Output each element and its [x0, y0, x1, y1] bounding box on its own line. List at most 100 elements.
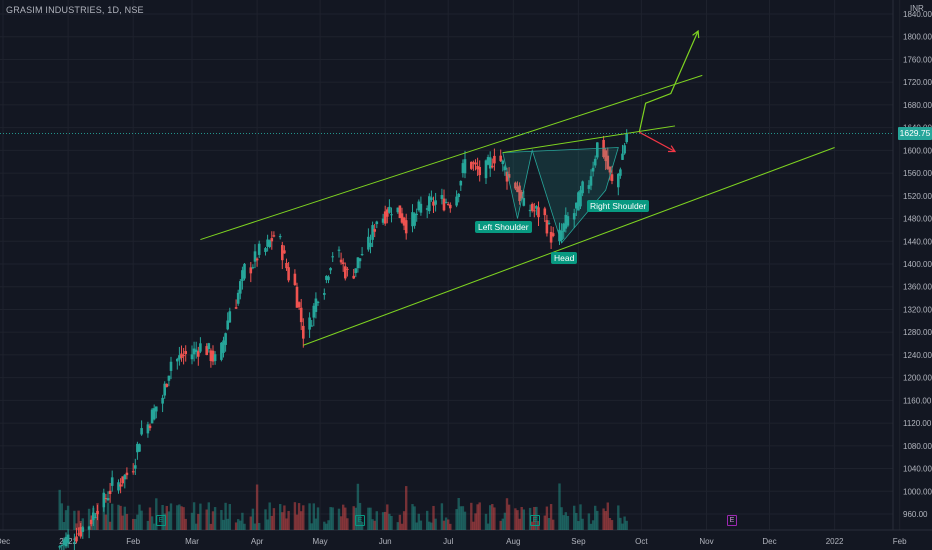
candle-body — [207, 343, 211, 350]
bullish-projection-line — [638, 30, 699, 133]
volume-bar — [136, 514, 139, 530]
candle-body — [131, 471, 135, 473]
candle-body — [533, 210, 536, 212]
candle-body — [220, 342, 223, 360]
volume-bar — [293, 502, 297, 530]
candle-body — [178, 355, 181, 360]
candle-body — [432, 201, 435, 206]
volume-bar — [287, 510, 290, 530]
candle-body — [400, 213, 404, 223]
volume-bar — [316, 507, 320, 530]
candle-body — [136, 443, 139, 453]
volume-bar — [104, 514, 108, 530]
symbol-title[interactable]: GRASIM INDUSTRIES, 1D, NSE — [6, 5, 144, 15]
volume-bar — [226, 518, 229, 530]
candle-body — [344, 266, 347, 279]
volume-bar — [558, 483, 561, 530]
candle-body — [413, 213, 416, 226]
time-tick-label: Aug — [506, 537, 520, 546]
upcoming-event-icon[interactable]: E — [727, 515, 737, 526]
candle-body — [281, 245, 284, 261]
volume-bar — [428, 521, 431, 530]
volume-bar — [552, 519, 555, 530]
volume-bar — [308, 503, 311, 530]
candle-body — [241, 270, 244, 282]
volume-bar — [373, 520, 376, 530]
candle-body — [360, 254, 364, 256]
candle-body — [388, 206, 391, 213]
candle-body — [79, 527, 82, 537]
candle-body — [180, 353, 183, 358]
volume-bar — [455, 509, 458, 530]
volume-bar — [522, 509, 525, 530]
price-tick-label: 1200.00 — [903, 374, 932, 383]
volume-bar — [352, 506, 355, 530]
candle-body — [234, 307, 238, 309]
volume-bar — [444, 517, 448, 530]
candle-body — [211, 350, 215, 362]
price-tick-label: 1760.00 — [903, 55, 932, 64]
volume-bar — [285, 518, 288, 530]
volume-bar — [272, 508, 276, 530]
candle-body — [589, 176, 593, 186]
volume-bar — [102, 504, 105, 530]
volume-bar — [463, 511, 467, 530]
time-tick-label: 2022 — [826, 537, 844, 546]
candle-body — [236, 292, 240, 304]
candle-body — [140, 428, 143, 435]
earnings-event-icon[interactable]: E — [530, 515, 540, 526]
candle-body — [507, 174, 511, 178]
volume-bar — [562, 515, 565, 530]
time-tick-label: May — [313, 537, 328, 546]
volume-bar — [518, 518, 521, 530]
candle-body — [110, 477, 114, 486]
candle-body — [610, 174, 614, 181]
volume-bar — [224, 502, 227, 530]
price-tick-label: 1480.00 — [903, 215, 932, 224]
candle-body — [255, 258, 259, 261]
volume-bar — [411, 504, 414, 530]
candle-body — [106, 498, 110, 501]
candle-body — [543, 208, 547, 216]
channel-lower-line — [303, 147, 835, 346]
price-tick-label: 1360.00 — [903, 283, 932, 292]
volume-bar — [575, 512, 578, 530]
bearish-projection-line — [639, 131, 676, 153]
candle-body — [505, 171, 509, 182]
candle-body — [419, 203, 423, 213]
candle-body — [446, 204, 450, 206]
candle-body — [102, 492, 106, 508]
earnings-event-icon[interactable]: E — [156, 515, 166, 526]
candle-body — [73, 542, 76, 544]
candle-body — [484, 160, 488, 179]
candle-body — [459, 180, 463, 186]
candle-body — [209, 350, 213, 362]
price-tick-label: 1160.00 — [903, 396, 932, 405]
candle-body — [442, 198, 446, 211]
candle-body — [224, 333, 227, 345]
candle-body — [575, 202, 578, 209]
candle-body — [264, 248, 267, 252]
volume-bar — [75, 523, 78, 530]
candle-body — [449, 204, 452, 209]
volume-bar — [400, 523, 404, 530]
volume-bar — [228, 504, 231, 530]
candle-body — [520, 191, 523, 199]
price-tick-label: 1680.00 — [903, 101, 932, 110]
earnings-event-icon[interactable]: E — [355, 515, 365, 526]
volume-bar — [182, 507, 185, 530]
time-tick-label: Feb — [126, 537, 140, 546]
volume-bar — [205, 509, 208, 530]
volume-bar — [190, 512, 194, 530]
candle-body — [213, 354, 217, 362]
volume-bar — [564, 512, 567, 530]
volume-bar — [138, 504, 141, 530]
volume-bar — [386, 504, 389, 530]
volume-bar — [533, 506, 536, 530]
volume-bar — [342, 504, 345, 530]
volume-bar — [476, 504, 479, 530]
volume-bar — [549, 504, 553, 530]
volume-bar — [594, 505, 597, 530]
volume-bar — [514, 508, 517, 530]
